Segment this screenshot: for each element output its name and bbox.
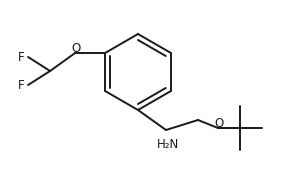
Text: F: F xyxy=(18,78,24,92)
Text: H₂N: H₂N xyxy=(157,137,179,151)
Text: O: O xyxy=(71,41,81,55)
Text: F: F xyxy=(18,51,24,63)
Text: O: O xyxy=(214,117,224,130)
